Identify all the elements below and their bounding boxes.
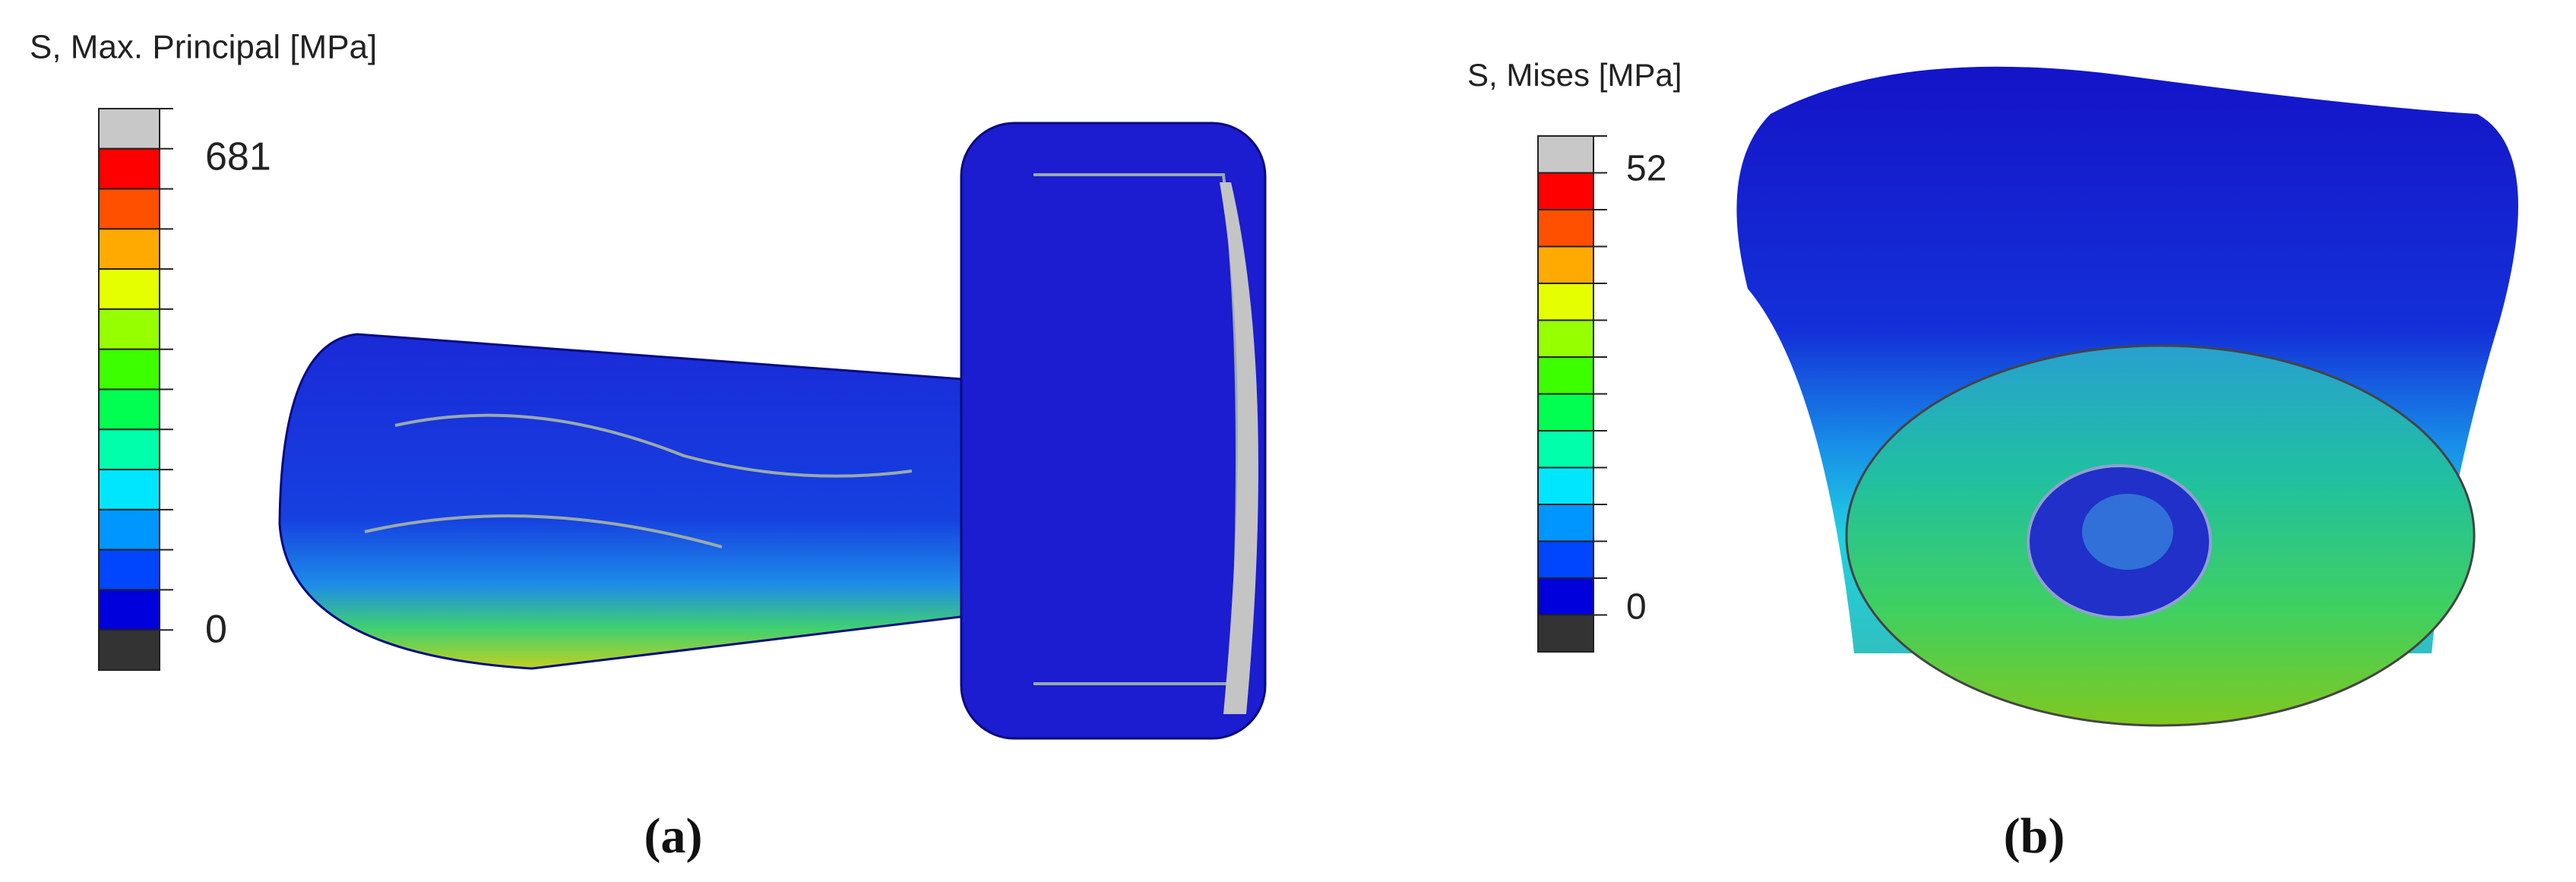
legend — [1537, 135, 1607, 653]
legend-swatch — [1537, 577, 1594, 616]
legend-min-label: 0 — [1626, 587, 1647, 628]
legend-swatch — [1537, 393, 1594, 432]
legend-title: S, Max. Principal [MPa] — [30, 29, 377, 66]
legend-swatch — [98, 548, 160, 591]
legend-swatch — [1537, 430, 1594, 469]
legend-swatch — [1537, 283, 1594, 321]
legend-title: S, Mises [MPa] — [1467, 57, 1682, 93]
legend-swatch — [98, 629, 160, 672]
legend — [98, 108, 173, 672]
legend-max-label: 681 — [205, 135, 271, 179]
legend-swatch — [98, 428, 160, 471]
legend-swatch — [1537, 209, 1594, 248]
legend-swatch — [1537, 245, 1594, 284]
panel-caption: (b) — [2004, 808, 2065, 864]
model-b — [1736, 66, 2518, 727]
legend-swatch — [98, 308, 160, 350]
legend-swatch — [98, 469, 160, 511]
legend-min-label: 0 — [205, 608, 227, 652]
legend-swatch — [1537, 614, 1594, 653]
legend-swatch — [98, 589, 160, 631]
legend-swatch — [1537, 540, 1594, 579]
legend-swatch — [98, 388, 160, 431]
legend-swatch — [1537, 172, 1594, 210]
legend-swatch — [98, 188, 160, 230]
legend-swatch — [1537, 135, 1594, 174]
legend-swatch — [98, 108, 160, 150]
legend-max-label: 52 — [1626, 149, 1666, 189]
legend-swatch — [1537, 504, 1594, 542]
panel-caption: (a) — [644, 808, 703, 864]
legend-swatch — [98, 508, 160, 551]
legend-swatch — [98, 228, 160, 270]
model-a — [278, 122, 1267, 740]
legend-swatch — [98, 147, 160, 190]
legend-swatch — [1537, 356, 1594, 395]
legend-swatch — [1537, 319, 1594, 358]
legend-swatch — [98, 348, 160, 390]
legend-swatch — [1537, 466, 1594, 505]
legend-swatch — [98, 268, 160, 310]
